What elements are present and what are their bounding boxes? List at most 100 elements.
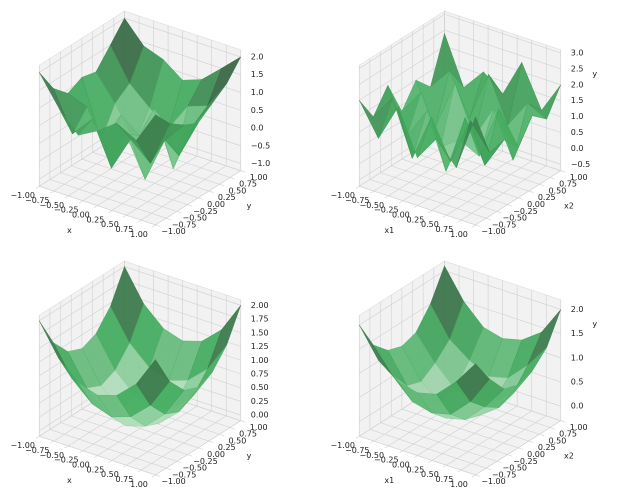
tick-mark [475, 474, 481, 477]
tick-mark [528, 190, 534, 193]
x-tick-label: 0.50 [101, 470, 119, 479]
tick-mark [187, 204, 193, 207]
grid-line [369, 179, 487, 219]
y-tick-label: 0.50 [548, 186, 566, 195]
tick-mark [507, 454, 513, 457]
tick-mark [457, 469, 462, 473]
y-tick-label: 0.50 [228, 436, 246, 445]
grid-line [380, 172, 497, 212]
grid-line [124, 17, 241, 58]
x-tick-label: 1.00 [450, 230, 468, 239]
grid-line [380, 422, 497, 462]
grid-line [444, 29, 561, 70]
z-tick-label: 0.5 [571, 378, 584, 387]
z-tick-label: 1.5 [251, 70, 264, 79]
x-tick-label: 0.00 [392, 211, 410, 220]
tick-mark [198, 447, 203, 450]
z-tick-label: 1.0 [251, 88, 264, 97]
tick-mark [166, 217, 171, 221]
x-tick-label: −1.00 [330, 191, 355, 200]
y-tick-label: 0.25 [538, 443, 556, 452]
tick-mark [413, 205, 418, 208]
grid-line [124, 293, 241, 334]
z-tick-label: 0.5 [571, 128, 584, 137]
tick-mark [528, 440, 534, 443]
subplot: −1.00−0.75−0.50−0.250.000.250.500.751.00… [330, 260, 597, 489]
x-tick-label: −0.75 [345, 196, 370, 205]
x-tick-label: 0.00 [392, 461, 410, 470]
x-tick-label: 1.00 [130, 480, 148, 489]
tick-mark [399, 450, 404, 454]
grid-line [359, 435, 476, 476]
grid-line [391, 165, 508, 205]
grid-line [359, 185, 476, 226]
tick-mark [229, 177, 235, 180]
y-tick-label: 0.75 [239, 430, 257, 439]
tick-mark [122, 215, 127, 218]
x-axis-label: x [67, 226, 72, 235]
z-axis-label: y [592, 319, 597, 328]
tick-mark [35, 185, 40, 189]
tick-mark [166, 467, 171, 471]
z-tick-label: 2.5 [571, 64, 584, 73]
y-axis-label: y [247, 451, 252, 460]
tick-mark [219, 433, 225, 437]
grid-line [412, 152, 529, 192]
tick-mark [428, 460, 433, 463]
tick-mark [176, 211, 182, 214]
z-tick-label: 0.00 [251, 411, 269, 420]
z-tick-label: 1.0 [571, 112, 584, 121]
grid-line [81, 158, 199, 199]
x-tick-label: −0.25 [54, 206, 79, 215]
x-tick-label: −0.75 [345, 446, 370, 455]
subplot: −1.00−0.75−0.50−0.250.000.250.500.751.00… [10, 260, 269, 489]
z-tick-label: 2.0 [571, 305, 584, 314]
tick-mark [155, 474, 161, 477]
y-tick-label: 1.00 [250, 423, 268, 432]
tick-mark [187, 454, 193, 457]
z-tick-label: 1.0 [571, 353, 584, 362]
x-tick-label: −0.50 [40, 451, 65, 460]
z-tick-label: 1.00 [251, 356, 269, 365]
tick-mark [413, 455, 418, 458]
grid-line [39, 266, 125, 322]
tick-mark [198, 197, 203, 200]
y-tick-label: 0.00 [527, 450, 545, 459]
y-tick-label: −0.50 [183, 214, 208, 223]
grid-line [444, 61, 561, 101]
grid-line [359, 13, 445, 69]
tick-mark [539, 183, 545, 187]
z-tick-label: 2.0 [251, 52, 264, 61]
x-tick-label: −0.25 [374, 456, 399, 465]
grid-line [39, 435, 156, 476]
grid-line [391, 415, 508, 455]
tick-mark [151, 224, 156, 228]
grid-line [49, 429, 167, 469]
y-tick-label: 0.25 [538, 193, 556, 202]
y-tick-label: −0.25 [193, 207, 218, 216]
grid-line [39, 185, 156, 226]
tick-mark [108, 210, 113, 213]
x-tick-label: −1.00 [10, 191, 35, 200]
y-axis-label: x2 [564, 201, 574, 210]
tick-mark [155, 224, 161, 227]
y-tick-label: 0.00 [207, 200, 225, 209]
tick-mark [486, 217, 491, 221]
z-tick-label: 2.0 [571, 80, 584, 89]
z-tick-label: 0.50 [251, 383, 269, 392]
y-tick-label: −1.00 [481, 227, 506, 236]
x-tick-label: 0.25 [406, 465, 424, 474]
tick-mark [442, 215, 447, 218]
x-tick-label: −0.25 [374, 206, 399, 215]
subplot: −1.00−0.75−0.50−0.250.000.250.500.751.00… [330, 10, 597, 239]
z-tick-label: 0.0 [571, 144, 584, 153]
grid-line [124, 266, 241, 306]
tick-mark [370, 440, 374, 444]
y-tick-label: −0.50 [503, 214, 528, 223]
grid-line [60, 422, 177, 462]
tick-mark [208, 190, 214, 193]
tick-mark [93, 455, 98, 458]
surface-patch [136, 114, 170, 164]
tick-mark [93, 205, 98, 208]
tick-mark [355, 185, 360, 189]
